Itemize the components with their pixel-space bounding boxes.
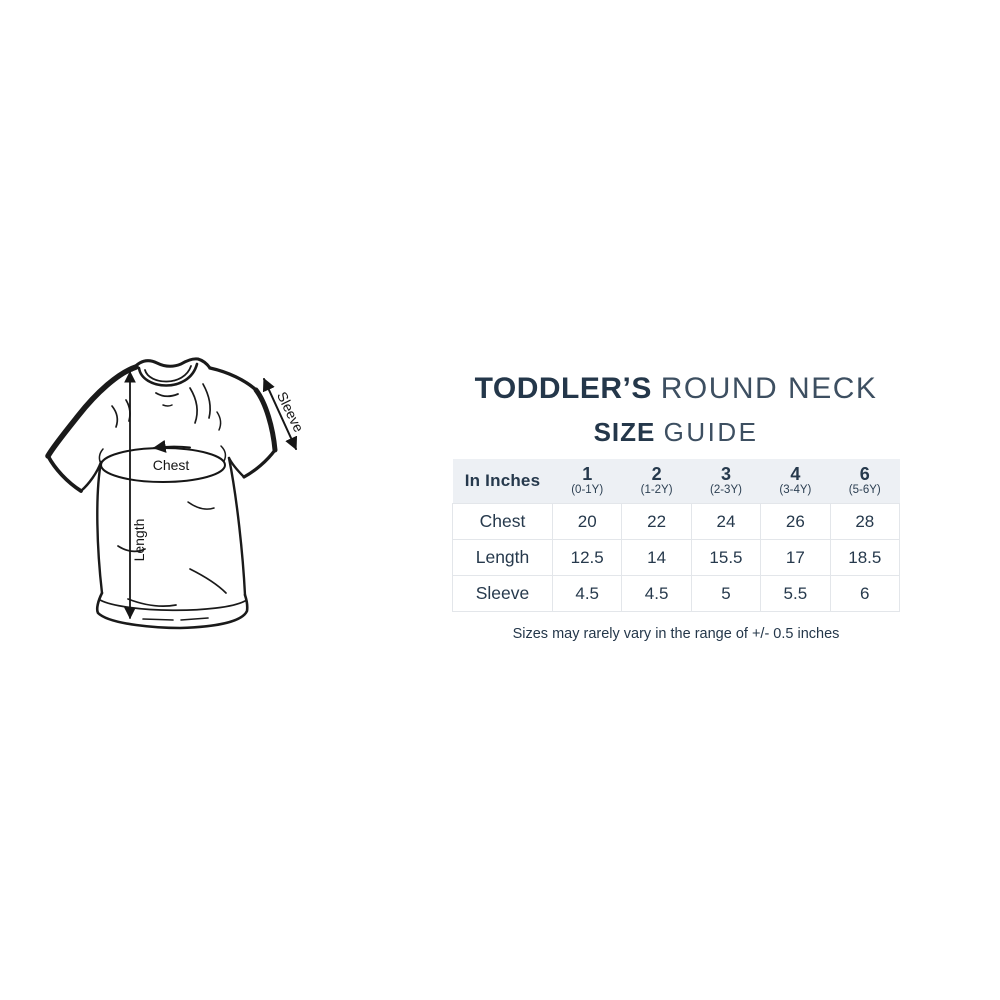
measure-value-cell: 26 — [760, 503, 831, 540]
size-age-range: (3-4Y) — [779, 484, 812, 496]
measure-value-cell: 4.5 — [621, 575, 692, 612]
measure-value-cell: 17 — [760, 539, 831, 576]
size-number: 4 — [790, 464, 801, 484]
subtitle-guide-word: GUIDE — [663, 417, 759, 447]
table-row-chest: Chest 20 22 24 26 28 — [452, 503, 901, 540]
size-table: In Inches 1 (0-1Y) 2 (1-2Y) 3 (2-3Y) 4 (3-4Y… — [452, 459, 901, 612]
tshirt-sketch: Chest Length Sleeve — [45, 357, 307, 630]
measure-label-cell: Chest — [452, 503, 553, 540]
size-age-range: (2-3Y) — [710, 484, 742, 496]
table-header-row: In Inches 1 (0-1Y) 2 (1-2Y) 3 (2-3Y) 4 (3-4Y… — [452, 459, 900, 504]
chest-label: Chest — [153, 457, 190, 473]
page-subtitle: SIZE GUIDE — [452, 418, 900, 446]
measure-value-cell: 22 — [621, 503, 692, 540]
measure-label-cell: Sleeve — [452, 575, 553, 612]
size-guide-panel: TODDLER’S ROUND NECK SIZE GUIDE In Inche… — [452, 372, 901, 644]
measure-value-cell: 15.5 — [690, 539, 762, 576]
measure-value-cell: 20 — [551, 503, 623, 540]
size-column-header: 4 (3-4Y) — [760, 459, 831, 504]
subtitle-size-word: SIZE — [593, 417, 656, 447]
size-number: 2 — [651, 464, 662, 484]
page-title: TODDLER’S ROUND NECK — [452, 372, 900, 405]
size-variance-note: Sizes may rarely vary in the range of +/… — [512, 626, 840, 642]
tshirt-outline — [45, 357, 278, 630]
title-neck-style: ROUND NECK — [660, 372, 878, 405]
size-age-range: (0-1Y) — [571, 484, 604, 496]
chest-arrow — [152, 439, 191, 453]
title-product-type: TODDLER’S — [474, 372, 652, 405]
table-row-sleeve: Sleeve 4.5 4.5 5 5.5 6 — [452, 575, 901, 612]
measure-value-cell: 5.5 — [760, 575, 831, 612]
measure-value-cell: 14 — [621, 539, 692, 576]
measure-value-cell: 12.5 — [551, 539, 623, 576]
measure-value-cell: 18.5 — [829, 539, 901, 576]
table-row-length: Length 12.5 14 15.5 17 18.5 — [452, 539, 901, 576]
sleeve-arrow — [262, 377, 298, 451]
tshirt-measurement-diagram: Chest Length Sleeve — [40, 350, 315, 642]
size-number: 6 — [859, 464, 870, 484]
unit-header-cell: In Inches — [452, 459, 553, 504]
measurement-annotations — [100, 370, 298, 620]
measure-value-cell: 4.5 — [551, 575, 623, 612]
size-column-header: 2 (1-2Y) — [621, 459, 692, 504]
measure-value-cell: 6 — [829, 575, 901, 612]
size-number: 1 — [582, 464, 593, 484]
measure-value-cell: 24 — [690, 503, 762, 540]
size-column-header: 1 (0-1Y) — [552, 459, 622, 504]
size-column-header: 3 (2-3Y) — [691, 459, 761, 504]
size-age-range: (5-6Y) — [848, 484, 881, 496]
measure-value-cell: 28 — [829, 503, 901, 540]
length-label: Length — [131, 519, 147, 562]
size-column-header: 6 (5-6Y) — [830, 459, 900, 504]
measure-label-cell: Length — [452, 539, 553, 576]
size-age-range: (1-2Y) — [640, 484, 673, 496]
size-number: 3 — [720, 464, 731, 484]
measure-value-cell: 5 — [690, 575, 762, 612]
